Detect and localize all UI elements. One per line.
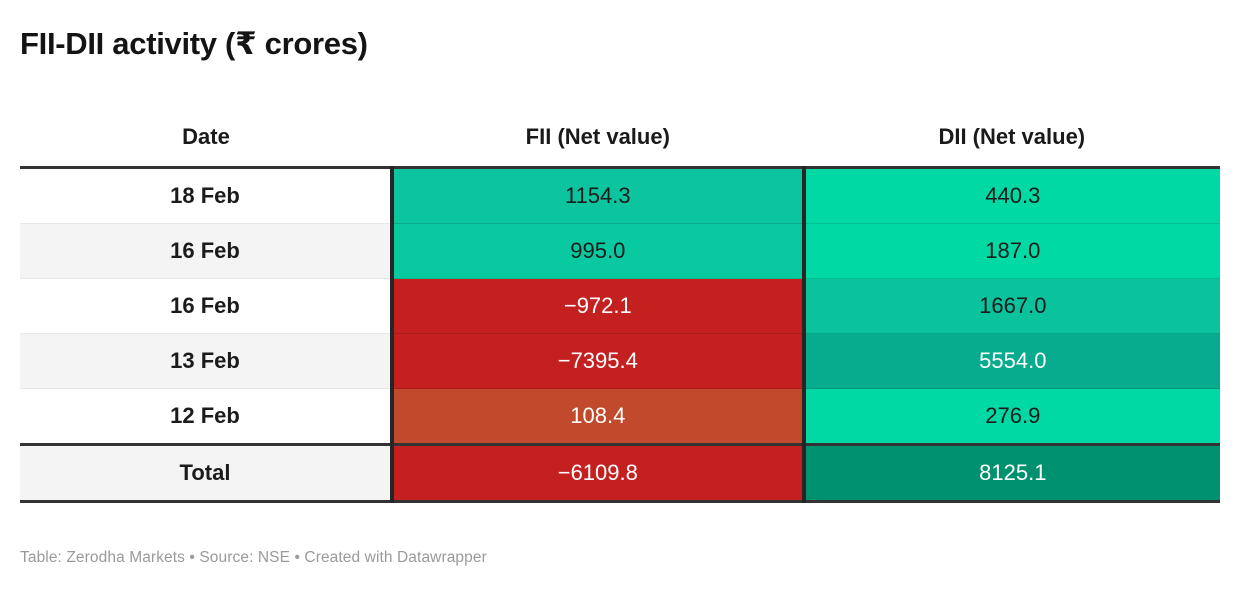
- dii-total-cell: 8125.1: [801, 443, 1220, 503]
- dii-value-cell: 440.3: [801, 167, 1220, 224]
- date-cell: 13 Feb: [20, 333, 392, 389]
- table-row: 18 Feb 1154.3 440.3: [20, 167, 1220, 224]
- fii-value-cell: 1154.3: [390, 167, 804, 224]
- table-row: 16 Feb −972.1 1667.0: [20, 278, 1220, 334]
- total-row: Total −6109.8 8125.1: [20, 443, 1220, 503]
- date-cell: 18 Feb: [20, 167, 392, 224]
- fii-value-cell: −7395.4: [390, 333, 804, 389]
- page-title: FII-DII activity (₹ crores): [20, 26, 368, 61]
- dii-value-cell: 5554.0: [801, 333, 1220, 389]
- dii-value-cell: 1667.0: [801, 278, 1220, 334]
- fii-value-cell: 108.4: [390, 388, 804, 445]
- table-row: 12 Feb 108.4 276.9: [20, 388, 1220, 445]
- dii-value-cell: 187.0: [801, 223, 1220, 279]
- total-label-cell: Total: [20, 443, 392, 503]
- dii-value-cell: 276.9: [801, 388, 1220, 445]
- fii-dii-table: Date FII (Net value) DII (Net value) 18 …: [20, 104, 1220, 503]
- table-row: 16 Feb 995.0 187.0: [20, 223, 1220, 279]
- fii-total-cell: −6109.8: [390, 443, 804, 503]
- date-cell: 16 Feb: [20, 278, 392, 334]
- fii-value-cell: 995.0: [390, 223, 804, 279]
- header-row: Date FII (Net value) DII (Net value): [20, 104, 1220, 169]
- column-header-fii: FII (Net value): [392, 104, 804, 169]
- column-header-date: Date: [20, 104, 392, 169]
- date-cell: 16 Feb: [20, 223, 392, 279]
- column-header-dii: DII (Net value): [803, 104, 1220, 169]
- footer-credit: Table: Zerodha Markets • Source: NSE • C…: [20, 549, 487, 566]
- date-cell: 12 Feb: [20, 388, 392, 445]
- table-row: 13 Feb −7395.4 5554.0: [20, 333, 1220, 389]
- fii-value-cell: −972.1: [390, 278, 804, 334]
